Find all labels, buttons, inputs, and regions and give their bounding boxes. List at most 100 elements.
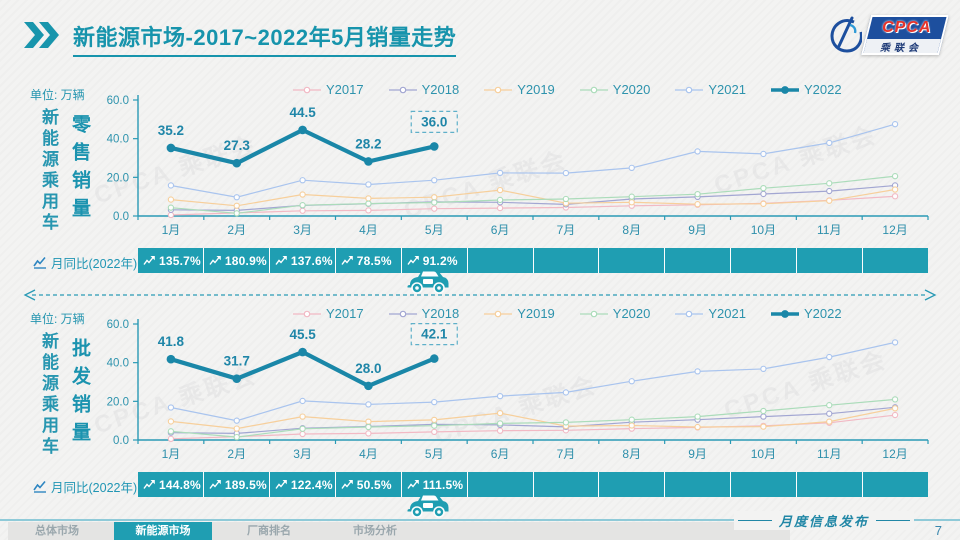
trend-up-icon <box>341 480 353 489</box>
legend-label: Y2017 <box>326 82 364 97</box>
publication-rule-right <box>876 520 910 521</box>
x-tick-label: 10月 <box>751 223 776 237</box>
x-tick-label: 11月 <box>817 223 841 237</box>
legend-item-Y2018: Y2018 <box>388 306 459 321</box>
yoy-cell <box>599 472 666 497</box>
data-label: 28.0 <box>355 361 381 376</box>
cpca-logo: CPCA 乘联会 <box>826 15 949 55</box>
chart-canvas: 0.0 20.0 40.0 60.0 1月 2月 3月 4月 5月 6月 7月 8月 9月 10月 11月 1… <box>107 95 929 237</box>
x-tick-label: 5月 <box>425 447 444 461</box>
line-chart-icon <box>33 480 46 493</box>
data-label: 36.0 <box>421 114 447 129</box>
yoy-bar: 135.7% 180.9% 137.6% 78.5% 91.2% <box>138 248 929 273</box>
legend-item-Y2017: Y2017 <box>292 82 364 97</box>
footer-tab-oem-ranking[interactable]: 厂商排名 <box>247 525 291 537</box>
data-label: 31.7 <box>224 354 250 369</box>
x-tick-label: 3月 <box>293 223 312 237</box>
chart-canvas: 0.0 20.0 40.0 60.0 1月 2月 3月 4月 5月 6月 7月 8月 9月 10月 11月 1… <box>107 319 929 461</box>
trend-up-icon <box>143 256 155 265</box>
legend-marker-icon <box>579 310 608 317</box>
x-tick-label: 12月 <box>882 223 907 237</box>
car-icon <box>405 492 451 524</box>
vehicle-category-label: 新能源乘用车 <box>39 108 58 234</box>
y-tick-label: 20.0 <box>107 172 129 184</box>
legend-marker-icon <box>770 309 799 318</box>
yoy-cell: 144.8% <box>138 472 204 497</box>
yoy-cell <box>665 472 732 497</box>
x-tick-label: 6月 <box>491 447 510 461</box>
legend-item-Y2020: Y2020 <box>579 82 651 97</box>
y-tick-label: 0.0 <box>113 211 129 223</box>
trend-up-icon <box>209 256 221 265</box>
yoy-value: 122.4% <box>290 477 333 492</box>
x-tick-label: 1月 <box>162 223 181 237</box>
cpca-logo-abbr: CPCA <box>882 19 932 36</box>
legend-marker-icon <box>770 85 799 94</box>
x-tick-label: 9月 <box>688 447 707 461</box>
data-label: 42.1 <box>421 327 448 342</box>
yoy-cell <box>467 248 534 273</box>
yoy-bar: 144.8% 189.5% 122.4% 50.5% 111.5% <box>138 472 929 497</box>
x-tick-label: 6月 <box>491 223 510 237</box>
measure-label: 批发销量 <box>69 338 90 450</box>
footer-divider-line <box>0 519 960 521</box>
legend-item-Y2021: Y2021 <box>674 82 746 97</box>
legend-item-Y2019: Y2019 <box>483 306 555 321</box>
x-tick-label: 9月 <box>688 223 707 237</box>
publication-rule-left <box>737 520 772 521</box>
header: 新能源市场-2017~2022年5月销量走势 <box>24 20 457 57</box>
legend-label: Y2019 <box>517 306 555 321</box>
trend-up-icon <box>275 480 287 489</box>
yoy-cell <box>599 248 666 273</box>
x-tick-label: 7月 <box>557 447 576 461</box>
yoy-row: 月同比(2022年) 144.8% 189.5% 122.4% 50.5% 111.5% <box>0 472 960 498</box>
yoy-cell <box>797 248 864 273</box>
legend-marker-icon <box>675 310 704 317</box>
trend-up-icon <box>275 256 287 265</box>
legend: Y2017 Y2018 Y2019 Y2020 Y2021 <box>292 306 842 321</box>
yoy-row: 月同比(2022年) 135.7% 180.9% 137.6% 78.5% 91.2% <box>0 248 960 274</box>
line-chart: 0.0 20.0 40.0 60.0 1月 2月 3月 4月 5月 6月 7月 8月 9月 10月 11月 1… <box>98 314 940 486</box>
footer-tab-market-analysis[interactable]: 市场分析 <box>353 525 397 537</box>
footer-nav: 总体市场 新能源市场 厂商排名 市场分析 <box>8 522 790 540</box>
yoy-cell <box>797 472 864 497</box>
publication-label: 月度信息发布 <box>733 511 914 530</box>
trend-up-icon <box>209 480 221 489</box>
yoy-value: 180.9% <box>224 253 267 268</box>
yoy-cell: 78.5% <box>335 248 402 273</box>
footer-tab-nev-market[interactable]: 新能源市场 <box>114 522 212 540</box>
retail-chart-section: 单位: 万辆 Y2017 Y2018 Y2019 Y2020 <box>0 82 960 297</box>
legend-label: Y2022 <box>803 306 842 321</box>
page-number: 7 <box>934 523 942 538</box>
data-label: 28.2 <box>355 136 381 151</box>
measure-label: 零售销量 <box>69 114 90 226</box>
page-title-strong: 新能源市场 <box>73 25 186 50</box>
x-tick-label: 4月 <box>359 223 378 237</box>
legend-label: Y2020 <box>612 82 651 97</box>
x-tick-label: 10月 <box>751 447 776 461</box>
y-tick-label: 60.0 <box>107 95 129 107</box>
data-label: 27.3 <box>224 138 251 153</box>
yoy-cell: 135.7% <box>138 248 204 273</box>
yoy-value: 78.5% <box>356 253 392 268</box>
double-arrow-dashed-line <box>22 288 938 307</box>
unit-label: 单位: 万辆 <box>30 88 85 102</box>
y-tick-label: 0.0 <box>113 435 129 447</box>
y-tick-label: 60.0 <box>107 319 129 331</box>
yoy-cell: 50.5% <box>335 472 402 497</box>
yoy-cell <box>863 472 929 497</box>
x-tick-label: 12月 <box>882 447 907 461</box>
yoy-value: 137.6% <box>290 253 333 268</box>
trend-up-icon <box>143 480 155 489</box>
legend-marker-icon <box>579 86 608 93</box>
legend-item-Y2020: Y2020 <box>579 306 650 321</box>
page-title-rest: -2017~2022年5月销量走势 <box>185 25 457 50</box>
footer-tab-total-market[interactable]: 总体市场 <box>35 525 79 537</box>
legend-label: Y2021 <box>708 82 746 97</box>
legend-item-Y2018: Y2018 <box>388 82 459 97</box>
legend-item-Y2021: Y2021 <box>674 306 746 321</box>
cpca-logo-cn: 乘联会 <box>863 39 942 54</box>
legend-marker-icon <box>484 310 513 317</box>
cpca-logo-box: CPCA 乘联会 <box>861 15 949 55</box>
unit-label: 单位: 万辆 <box>30 312 85 326</box>
